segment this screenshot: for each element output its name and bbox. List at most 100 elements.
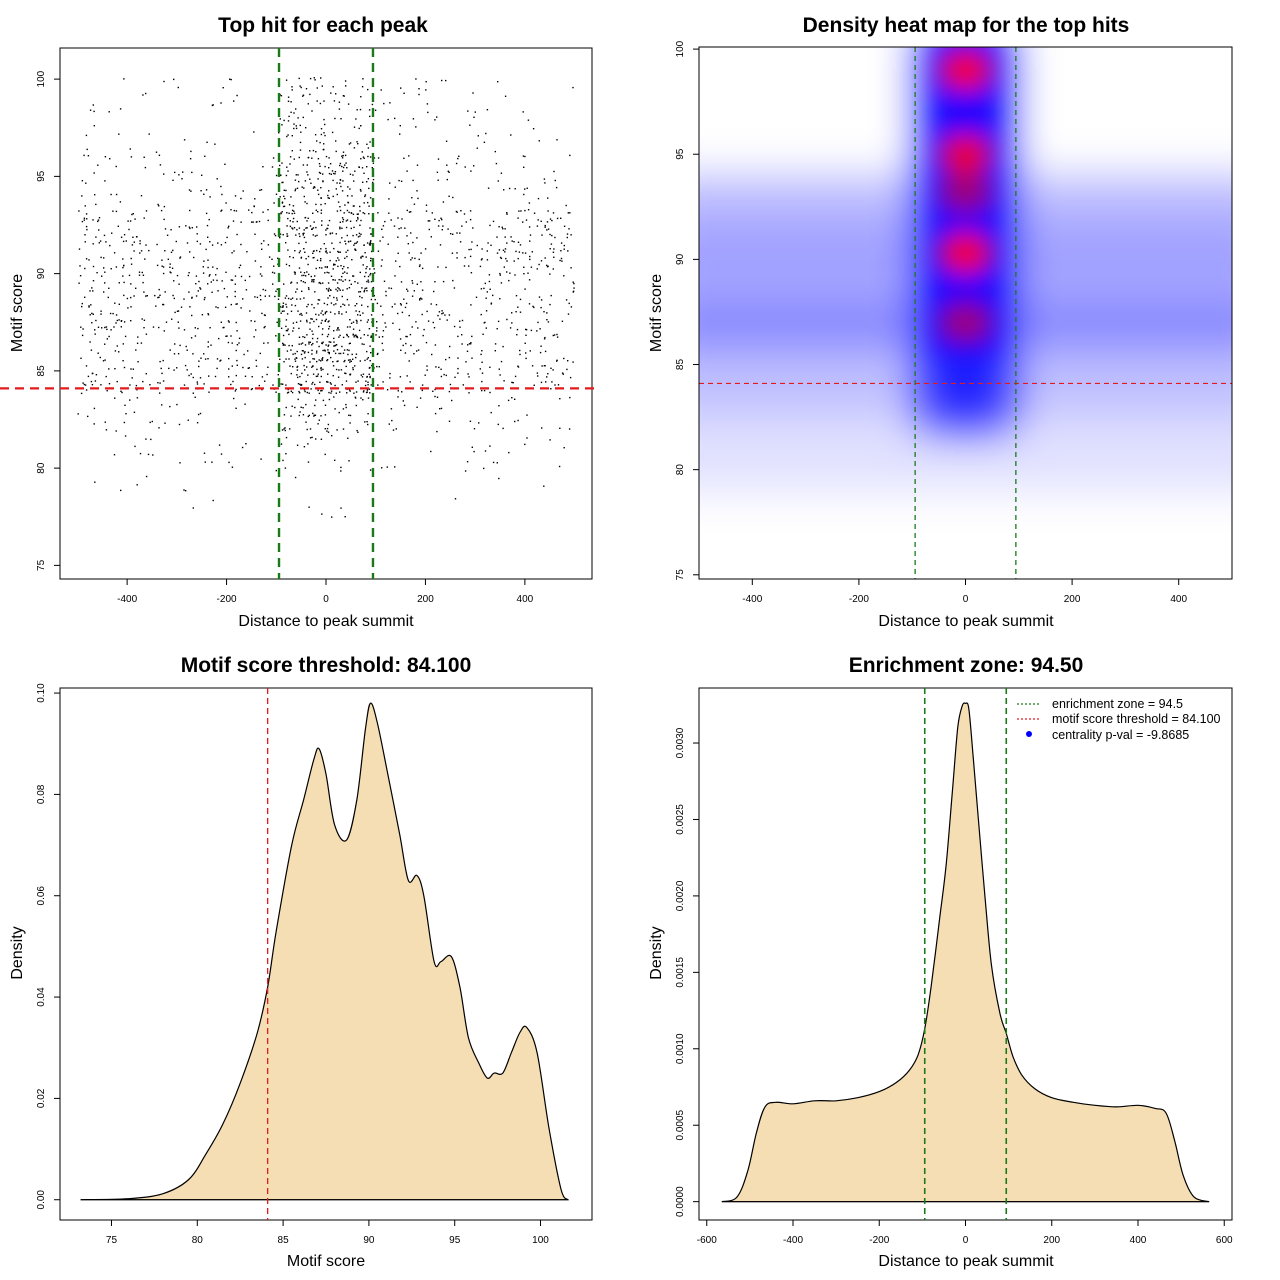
scatter-point [554, 236, 556, 239]
scatter-point [133, 295, 135, 297]
scatter-point [355, 334, 357, 336]
scatter-point [347, 240, 350, 243]
scatter-point [463, 265, 466, 267]
scatter-point [240, 197, 242, 200]
scatter-point [283, 361, 285, 363]
x-tick-label: -600 [697, 1235, 717, 1246]
scatter-point [489, 445, 491, 447]
scatter-point [292, 228, 294, 230]
scatter-point [357, 314, 359, 316]
scatter-point [159, 294, 161, 296]
scatter-point [354, 397, 357, 399]
scatter-point [252, 221, 254, 223]
scatter-point [403, 92, 405, 94]
scatter-point [185, 345, 187, 348]
scatter-point [339, 221, 341, 223]
scatter-point [161, 265, 163, 267]
scatter-point [441, 79, 443, 82]
scatter-point [464, 256, 466, 259]
scatter-point [369, 375, 371, 378]
scatter-point [311, 318, 313, 320]
scatter-point [98, 229, 100, 231]
scatter-point [100, 313, 102, 315]
scatter-point [89, 290, 91, 292]
scatter-point [417, 349, 420, 351]
scatter-point [345, 311, 347, 313]
scatter-point [366, 280, 368, 283]
scatter-point [224, 241, 227, 244]
scatter-point [498, 226, 500, 228]
scatter-point [362, 264, 364, 266]
scatter-point [183, 384, 186, 386]
scatter-point [298, 242, 300, 245]
scatter-point [397, 396, 399, 398]
scatter-point [418, 258, 420, 261]
scatter-point [344, 257, 346, 259]
scatter-point [84, 384, 87, 386]
scatter-point [133, 250, 135, 252]
scatter-point [368, 328, 371, 330]
scatter-point [533, 384, 535, 386]
scatter-point [431, 353, 433, 356]
scatter-point [285, 295, 288, 297]
scatter-point [356, 141, 358, 143]
scatter-point [248, 275, 251, 278]
scatter-point [448, 314, 451, 316]
scatter-point [191, 227, 193, 229]
scatter-point [207, 313, 209, 315]
scatter-point [325, 318, 327, 321]
scatter-point [297, 174, 299, 176]
scatter-point [448, 390, 451, 393]
scatter-point [156, 243, 158, 246]
scatter-point [299, 124, 301, 127]
scatter-point [240, 275, 243, 278]
scatter-point [122, 240, 125, 243]
scatter-point [130, 283, 132, 285]
scatter-point [263, 314, 266, 316]
scatter-point [85, 258, 88, 260]
scatter-point [106, 328, 108, 331]
scatter-point [407, 290, 409, 292]
scatter-point [342, 428, 345, 430]
scatter-point [228, 368, 230, 370]
scatter-point [248, 367, 250, 369]
scatter-point [280, 212, 282, 215]
y-tick-label: 0.0030 [675, 727, 686, 758]
heatmap-hotspot [939, 233, 992, 274]
scatter-point [349, 342, 351, 344]
scatter-point [331, 516, 333, 518]
scatter-point [158, 427, 160, 429]
scatter-point [457, 372, 459, 374]
scatter-point [366, 350, 368, 353]
scatter-point [471, 446, 473, 448]
scatter-point [344, 516, 346, 518]
heatmap-hotspot [939, 172, 992, 213]
scatter-point [88, 306, 90, 308]
scatter-point [403, 298, 405, 300]
scatter-point [255, 365, 258, 367]
scatter-point [569, 154, 571, 157]
scatter-point [401, 218, 403, 220]
scatter-point [285, 406, 287, 409]
scatter-point [203, 298, 206, 301]
scatter-point [93, 125, 95, 127]
scatter-point [277, 257, 279, 259]
scatter-point [502, 427, 504, 430]
scatter-point [302, 232, 304, 235]
scatter-point [103, 291, 105, 293]
scatter-point [401, 311, 404, 314]
scatter-point [436, 171, 439, 173]
scatter-point [416, 237, 418, 239]
scatter-point [341, 268, 344, 270]
scatter-point [296, 288, 298, 290]
y-tick-label: 95 [675, 148, 686, 160]
scatter-point [298, 336, 301, 338]
scatter-point [481, 248, 483, 250]
scatter-point [85, 213, 88, 215]
scatter-point [547, 197, 549, 199]
scatter-point [382, 349, 384, 351]
scatter-point [352, 275, 355, 277]
scatter-point [338, 279, 340, 281]
x-tick-label: 85 [278, 1235, 290, 1246]
scatter-point [356, 429, 358, 432]
